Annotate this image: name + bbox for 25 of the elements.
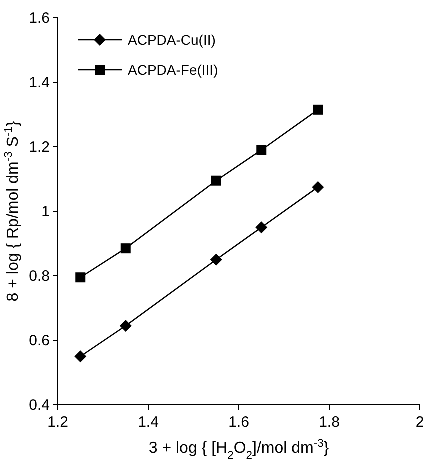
x-tick-label: 1.4 [138,414,159,431]
point [256,222,268,234]
x-axis-title: 3 + log { [H$_{2}$O$_{2}$]/mol dm$^{-3}$} [148,438,330,461]
x-tick-label: 1.6 [228,414,250,431]
point [74,350,87,363]
point [120,244,131,254]
legend-label: ACPDA-Cu(II) [128,32,216,48]
point [312,181,324,194]
y-tick-label: 1.6 [29,10,50,27]
x-tick-label: 2 [416,414,424,431]
point [210,254,222,266]
legend-label: ACPDA-Fe(III) [128,62,218,78]
point [313,104,324,115]
y-tick-label: 0.4 [29,397,50,414]
y-tick-label: 0.6 [29,332,50,350]
x-tick-label: 1.2 [48,414,68,431]
x-tick-label: 1.8 [319,414,340,431]
y-tick-label: 1.4 [29,74,50,92]
point [120,320,132,332]
y-tick-label: 1 [42,204,50,220]
y-tick-label: 1.2 [29,139,50,156]
point [256,145,267,156]
y-tick-label: 0.8 [29,268,50,285]
point [211,176,222,186]
point [76,272,86,283]
